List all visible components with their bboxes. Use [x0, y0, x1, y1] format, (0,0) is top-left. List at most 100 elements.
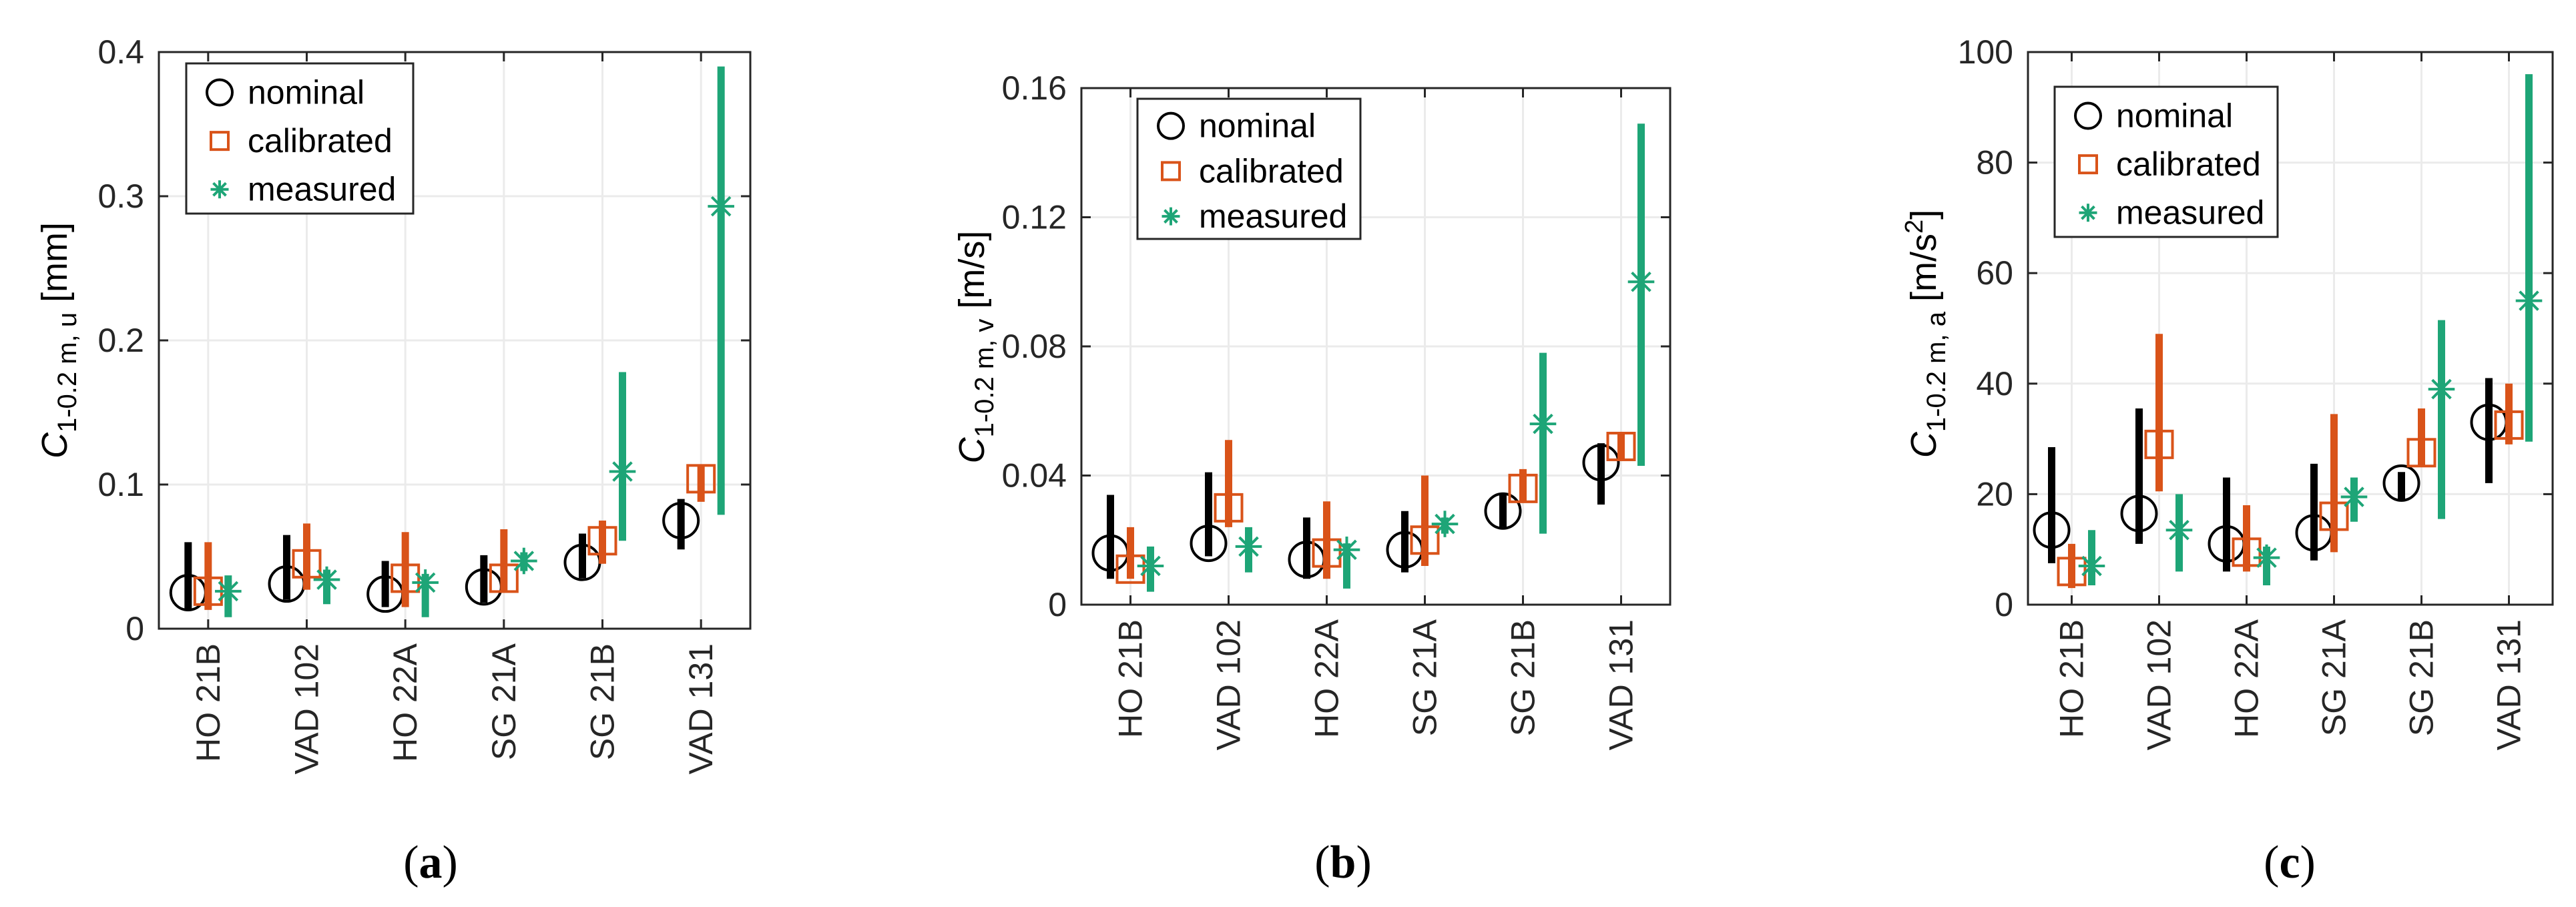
x-tick-label: VAD 131: [682, 643, 720, 774]
marker-square: [489, 563, 519, 593]
series-nominal: [1091, 443, 1620, 579]
x-tick-label: SG 21A: [2316, 619, 2353, 736]
marker-star: [710, 196, 732, 217]
x-tick-label: SG 21A: [485, 643, 523, 760]
marker-star: [212, 182, 227, 197]
caption-close: ): [2300, 837, 2316, 888]
y-axis-label-var: C: [952, 436, 992, 463]
y-tick-label: 40: [1976, 365, 2013, 402]
marker-square: [2319, 501, 2349, 531]
marker-square: [210, 131, 230, 152]
marker-star: [1238, 536, 1259, 557]
marker-star: [1140, 555, 1161, 577]
y-tick-label: 0: [1995, 586, 2013, 623]
marker-circle: [2382, 464, 2420, 502]
marker-circle: [1484, 492, 1522, 530]
y-tick-label: 0.4: [97, 33, 144, 71]
series-calibrated: [193, 464, 716, 610]
panel-a: 0 0.1 0.2 0.3 0.4 HO 21B VAD 102 HO 22A SG 21A SG…: [35, 33, 752, 888]
marker-square: [2078, 154, 2098, 175]
y-axis-label-var: C: [35, 432, 75, 459]
caption-open: (: [1314, 837, 1330, 888]
y-tick-label: 0: [125, 610, 144, 647]
y-tick-label: 20: [1976, 475, 2013, 513]
y-axis-label-unit-end: ]: [1904, 210, 1944, 220]
marker-star: [415, 572, 436, 593]
y-tick-label: 0.1: [97, 466, 144, 503]
y-axis-label-unit: [m/s: [1904, 234, 1944, 312]
legend-label-measured: measured: [2116, 194, 2264, 232]
x-tick-label: HO 21B: [190, 643, 227, 762]
marker-square: [2494, 410, 2524, 440]
series-calibrated: [1115, 431, 1636, 584]
series-nominal: [169, 499, 700, 613]
marker-circle: [2120, 495, 2158, 533]
marker-circle: [2033, 511, 2071, 549]
marker-square: [1312, 538, 1342, 568]
marker-star: [1631, 271, 1651, 292]
caption-letter: c: [2279, 837, 2300, 888]
marker-square: [1508, 473, 1538, 503]
marker-circle: [1190, 525, 1228, 563]
marker-star: [612, 461, 633, 482]
series-measured: [1137, 123, 1655, 592]
marker-star: [1533, 413, 1553, 434]
panel-caption: (a): [403, 837, 458, 888]
legend: nominal calibrated measured: [1136, 97, 1362, 240]
marker-square: [1606, 431, 1636, 461]
y-axis-label: C1-0.2 m, a [m/s2]: [1900, 210, 1951, 458]
caption-close: ): [1356, 837, 1371, 888]
marker-star: [2519, 290, 2539, 311]
y-tick-label: 60: [1976, 254, 2013, 292]
y-tick-label: 0.2: [97, 322, 144, 359]
marker-circle: [2074, 101, 2102, 130]
y-tick-label: 0.16: [1002, 69, 1067, 107]
y-tick-label: 0.08: [1002, 328, 1067, 365]
caption-open: (: [403, 837, 419, 888]
caption-letter: a: [419, 837, 443, 888]
x-tick-label: HO 21B: [1112, 619, 1149, 738]
legend-label-measured: measured: [1199, 198, 1347, 235]
marker-star: [2344, 487, 2364, 507]
y-axis-label-sub: 1-0.2 m, a: [1922, 311, 1951, 432]
marker-square: [1410, 525, 1440, 555]
series-measured: [2078, 74, 2543, 586]
marker-square: [1161, 161, 1181, 182]
legend-label-calibrated: calibrated: [2116, 145, 2261, 183]
y-tick-label: 0.04: [1002, 457, 1067, 495]
marker-star: [1164, 209, 1178, 224]
x-tick-label: VAD 131: [2491, 619, 2528, 750]
marker-star: [513, 551, 535, 571]
y-axis-label-unit: [m/s]: [952, 231, 992, 319]
axes-box: [2027, 51, 2554, 606]
y-tick-label: 100: [1958, 33, 2013, 71]
marker-square: [2144, 429, 2174, 459]
marker-star: [1336, 539, 1357, 561]
marker-square: [1115, 554, 1145, 584]
y-tick-label: 0: [1048, 586, 1067, 623]
y-tick-label: 0.12: [1002, 199, 1067, 236]
x-tick-label: HO 22A: [1308, 619, 1346, 738]
x-tick-label: SG 21B: [584, 643, 621, 760]
panel-c: 0 20 40 60 80 100 HO 21B VAD 102 HO 22A SG 21A SG …: [1900, 33, 2554, 888]
x-tick-label: HO 22A: [2228, 619, 2266, 738]
x-tick-label: SG 21B: [1505, 619, 1542, 736]
marker-star: [1435, 513, 1455, 535]
y-axis-label-var: C: [1904, 431, 1944, 458]
y-axis-label: C1-0.2 m, u [mm]: [35, 222, 82, 459]
y-axis-label-unit: [mm]: [35, 222, 75, 312]
marker-star: [2256, 547, 2277, 568]
x-tick-label: VAD 102: [2141, 619, 2178, 750]
x-tick-label: VAD 131: [1603, 619, 1640, 750]
y-axis-label: C1-0.2 m, v [m/s]: [952, 231, 999, 464]
legend-label-nominal: nominal: [248, 74, 364, 111]
legend-label-calibrated: calibrated: [248, 122, 393, 160]
marker-star: [2081, 555, 2102, 577]
x-tick-label: HO 21B: [2053, 619, 2091, 738]
legend-label-nominal: nominal: [1199, 107, 1316, 145]
x-tick-label: VAD 102: [1210, 619, 1248, 750]
marker-star: [218, 581, 239, 602]
marker-square: [686, 464, 716, 494]
caption-close: ): [443, 837, 458, 888]
